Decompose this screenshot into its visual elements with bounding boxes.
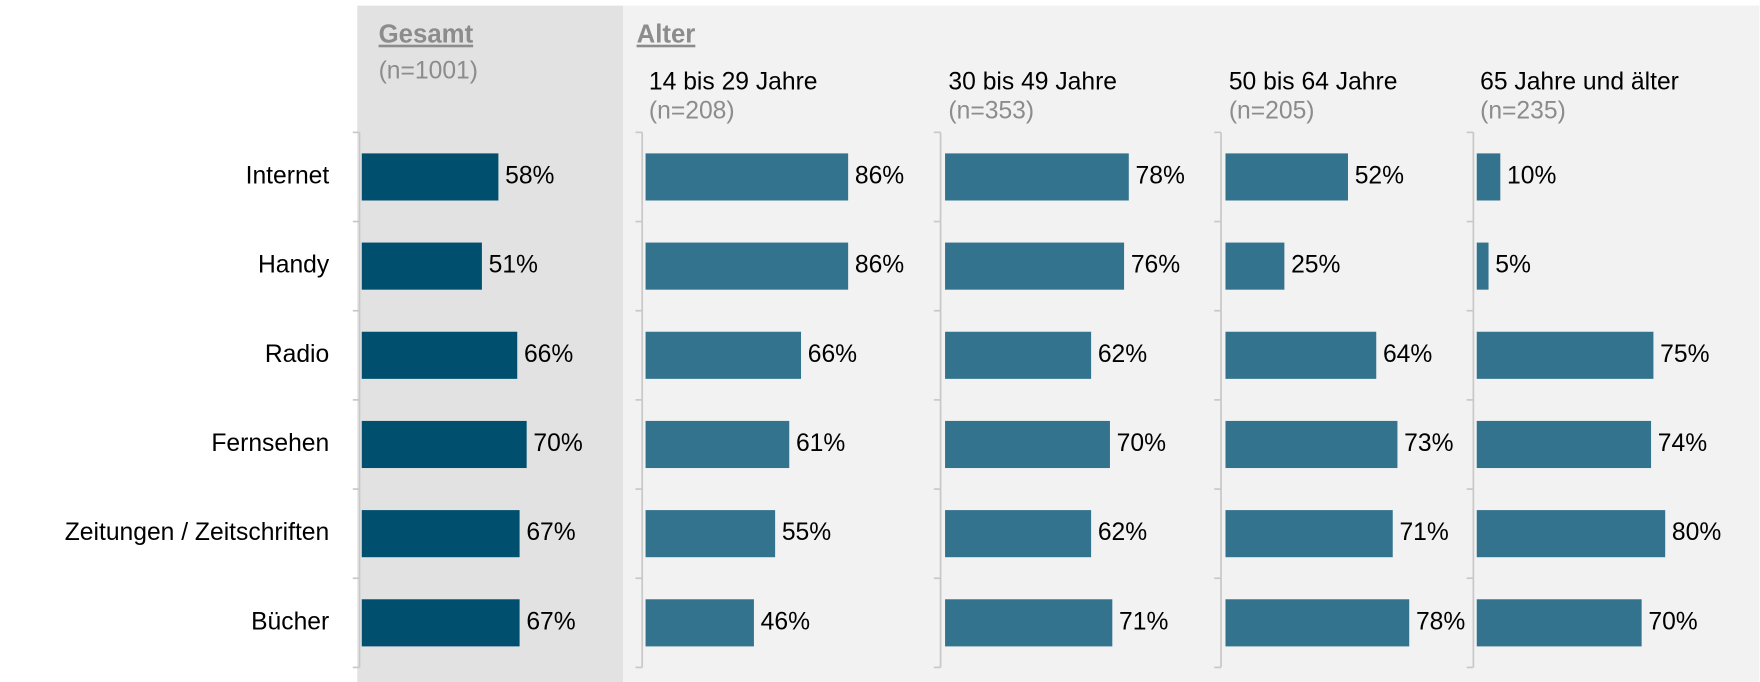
bar — [361, 331, 518, 379]
group-title: 30 bis 49 Jahre — [948, 69, 1117, 96]
bar — [645, 153, 849, 201]
value-label: 70% — [533, 430, 582, 457]
value-label: 70% — [1648, 608, 1697, 635]
value-label: 86% — [855, 252, 904, 279]
bar — [645, 599, 754, 647]
value-label: 5% — [1495, 252, 1531, 279]
category-label: Bücher — [251, 608, 329, 635]
bar — [945, 510, 1092, 558]
value-label: 46% — [761, 608, 810, 635]
bar — [645, 420, 790, 469]
sample-size: (n=205) — [1229, 98, 1315, 125]
value-label: 76% — [1131, 252, 1180, 279]
section-title: Gesamt — [379, 21, 474, 49]
bar — [945, 420, 1110, 469]
sample-size: (n=1001) — [379, 57, 478, 84]
bar — [1225, 510, 1393, 558]
value-label: 67% — [526, 608, 575, 635]
value-label: 78% — [1136, 162, 1185, 189]
bar — [361, 510, 520, 558]
bar — [361, 242, 482, 290]
value-label: 62% — [1098, 341, 1147, 368]
section-title: Alter — [637, 21, 696, 49]
value-label: 10% — [1507, 162, 1556, 189]
value-label: 52% — [1355, 162, 1404, 189]
bar — [1476, 510, 1666, 558]
category-label: Fernsehen — [211, 430, 329, 457]
bar — [1225, 420, 1398, 469]
bar — [1225, 331, 1377, 379]
bar — [645, 242, 849, 290]
value-label: 78% — [1416, 608, 1465, 635]
bar — [1225, 153, 1348, 201]
category-label: Handy — [258, 252, 330, 279]
value-label: 58% — [505, 162, 554, 189]
value-label: 73% — [1404, 430, 1453, 457]
bar — [945, 242, 1125, 290]
bar — [1476, 153, 1501, 201]
value-label: 66% — [524, 341, 573, 368]
value-label: 80% — [1672, 519, 1721, 546]
group-title: 50 bis 64 Jahre — [1229, 69, 1398, 96]
bar — [1225, 242, 1285, 290]
sample-size: (n=235) — [1480, 98, 1566, 125]
value-label: 51% — [489, 252, 538, 279]
bar — [361, 420, 527, 469]
bar — [645, 331, 802, 379]
sample-size: (n=353) — [948, 98, 1034, 125]
bar — [945, 331, 1092, 379]
value-label: 66% — [808, 341, 857, 368]
category-label: Radio — [265, 341, 329, 368]
bar — [945, 599, 1113, 647]
bar — [1476, 420, 1652, 469]
bar — [1476, 242, 1489, 290]
value-label: 61% — [796, 430, 845, 457]
sample-size: (n=208) — [649, 98, 735, 125]
category-label: Zeitungen / Zeitschriften — [65, 519, 330, 546]
value-label: 67% — [526, 519, 575, 546]
value-label: 75% — [1660, 341, 1709, 368]
group-title: 14 bis 29 Jahre — [649, 69, 818, 96]
value-label: 74% — [1658, 430, 1707, 457]
value-label: 55% — [782, 519, 831, 546]
value-label: 64% — [1383, 341, 1432, 368]
value-label: 70% — [1117, 430, 1166, 457]
category-label: Internet — [246, 162, 330, 189]
value-label: 62% — [1098, 519, 1147, 546]
bar — [645, 510, 776, 558]
group-title: 65 Jahre und älter — [1480, 69, 1679, 96]
bar — [1476, 599, 1642, 647]
bar — [1225, 599, 1410, 647]
value-label: 86% — [855, 162, 904, 189]
bar — [1476, 331, 1654, 379]
value-label: 25% — [1291, 252, 1340, 279]
bar — [361, 599, 520, 647]
value-label: 71% — [1119, 608, 1168, 635]
value-label: 71% — [1399, 519, 1448, 546]
bar — [945, 153, 1129, 201]
bar — [361, 153, 499, 201]
